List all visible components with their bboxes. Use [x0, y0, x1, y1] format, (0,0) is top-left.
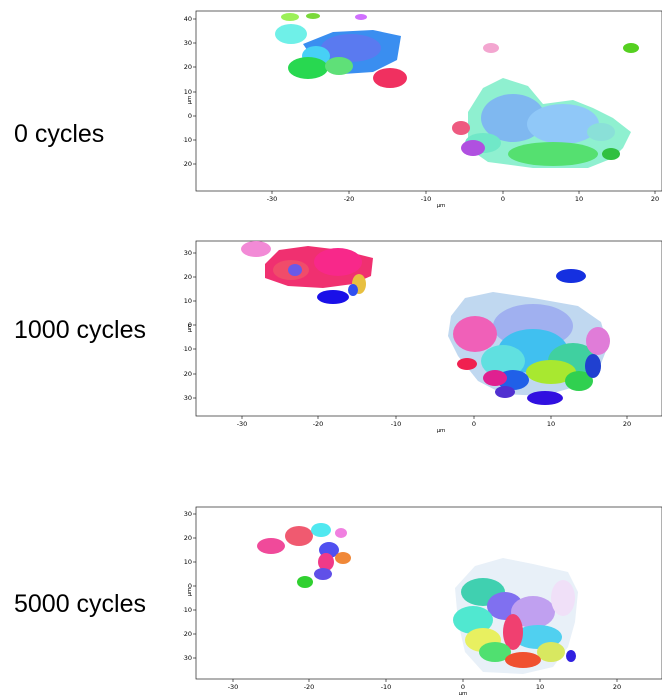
x-tick: -20	[313, 420, 324, 428]
x-tick: 0	[472, 420, 476, 428]
orientation-map-0-cycles: 40 30 20 10 0 -10 -20 µm -30 -20 -10 0 1…	[183, 8, 662, 208]
y-tick: -20	[183, 630, 192, 638]
y-tick: 30	[184, 510, 192, 518]
y-tick: -20	[183, 370, 192, 378]
x-tick: 20	[651, 195, 659, 203]
x-tick: -30	[228, 683, 239, 691]
y-tick: -20	[183, 160, 192, 168]
y-tick: 0	[188, 582, 192, 590]
x-tick: -10	[421, 195, 432, 203]
y-tick: 40	[184, 15, 192, 23]
x-axis-unit: µm	[437, 203, 446, 208]
x-axis-unit: µm	[459, 691, 468, 695]
y-axis-unit: µm	[187, 96, 193, 105]
y-axis-unit: µm	[187, 324, 193, 333]
x-tick: 10	[547, 420, 555, 428]
x-axis-unit: µm	[437, 428, 446, 434]
y-tick: 10	[184, 88, 192, 96]
x-tick: -10	[391, 420, 402, 428]
x-tick: 20	[613, 683, 621, 691]
x-tick: -30	[237, 420, 248, 428]
x-tick: -30	[267, 195, 278, 203]
y-axis-unit: µm	[187, 588, 193, 597]
row-label-5000-cycles: 5000 cycles	[14, 590, 147, 618]
grain-map	[241, 241, 610, 405]
y-tick: 20	[184, 63, 192, 71]
orientation-map-1000-cycles: 30 20 10 0 -10 -20 -30 µm -30 -20 -10 0 …	[183, 236, 662, 436]
y-tick: -10	[183, 136, 192, 144]
y-tick: 10	[184, 297, 192, 305]
y-tick: 20	[184, 273, 192, 281]
y-tick: 20	[184, 534, 192, 542]
x-tick: -20	[344, 195, 355, 203]
x-tick: 10	[575, 195, 583, 203]
x-tick: -20	[304, 683, 315, 691]
y-tick: 0	[188, 112, 192, 120]
grain-map	[275, 13, 639, 168]
x-tick: 20	[623, 420, 631, 428]
x-tick: 0	[501, 195, 505, 203]
row-label-1000-cycles: 1000 cycles	[14, 316, 147, 344]
y-tick: 30	[184, 249, 192, 257]
y-tick: -10	[183, 345, 192, 353]
y-tick: 0	[188, 321, 192, 329]
grain-map	[257, 523, 578, 674]
y-tick: 10	[184, 558, 192, 566]
x-tick: -10	[381, 683, 392, 691]
x-tick: 0	[461, 683, 465, 691]
y-tick: 30	[184, 39, 192, 47]
y-tick: -10	[183, 606, 192, 614]
y-tick: -30	[183, 394, 192, 402]
orientation-map-5000-cycles: 30 20 10 0 -10 -20 -30 µm -30 -20 -10 0 …	[183, 502, 662, 695]
row-label-0-cycles: 0 cycles	[14, 120, 105, 148]
y-tick: -30	[183, 654, 192, 662]
x-tick: 10	[536, 683, 544, 691]
